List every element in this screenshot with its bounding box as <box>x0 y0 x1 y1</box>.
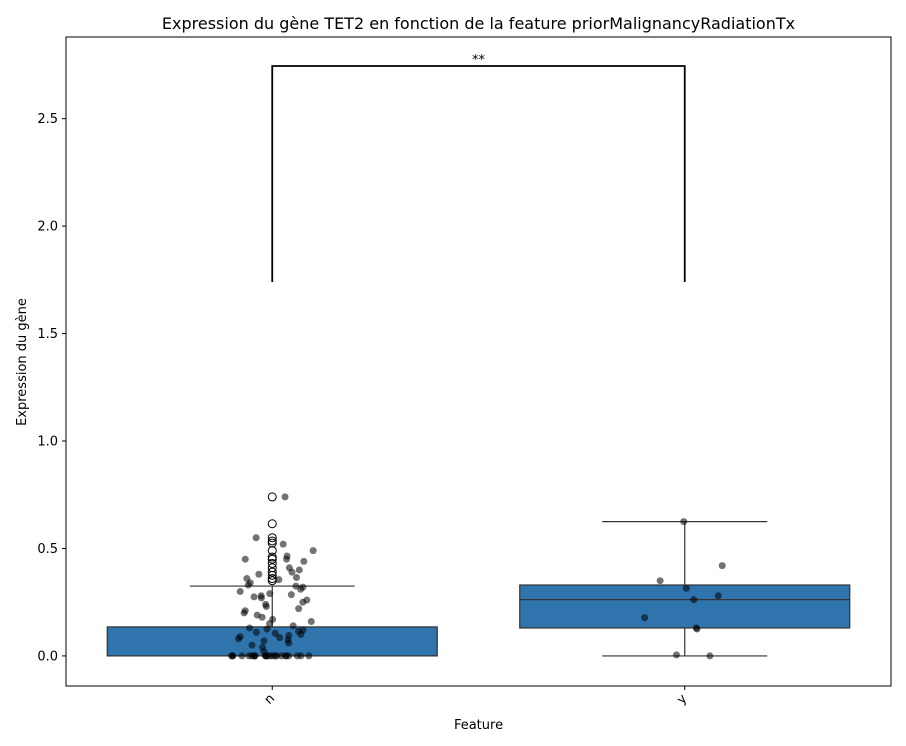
strip-point <box>288 568 296 576</box>
strip-point <box>305 652 313 660</box>
box-outlier <box>267 519 277 529</box>
y-tick-label: 2.0 <box>37 220 58 235</box>
strip-point <box>307 618 315 626</box>
x-axis-label: Feature <box>454 718 503 733</box>
strip-point <box>299 598 307 606</box>
strip-point <box>264 652 272 660</box>
strip-point <box>672 651 680 659</box>
strip-point <box>229 652 237 660</box>
strip-point <box>248 641 256 649</box>
strip-point <box>276 634 284 642</box>
box-outlier <box>267 567 277 577</box>
box-outlier <box>267 546 277 556</box>
box-outlier <box>267 536 277 546</box>
strip-point <box>714 592 722 600</box>
strip-point <box>235 635 243 643</box>
strip-point <box>281 493 289 501</box>
strip-point <box>682 584 690 592</box>
strip-point <box>240 609 248 617</box>
y-tick-label: 1.5 <box>37 327 58 342</box>
strip-point <box>690 596 698 604</box>
strip-point <box>266 590 274 598</box>
strip-point <box>287 591 295 599</box>
strip-point <box>245 652 253 660</box>
strip-point <box>283 555 291 563</box>
strip-point <box>641 614 649 622</box>
strip-point <box>297 585 305 593</box>
strip-point <box>263 625 271 633</box>
strip-point <box>251 652 259 660</box>
strip-point <box>300 557 308 565</box>
strip-point <box>282 652 290 660</box>
strip-point <box>255 570 263 578</box>
strip-point <box>269 652 277 660</box>
strip-point <box>250 593 258 601</box>
strip-point <box>244 581 252 589</box>
strip-point <box>309 547 317 555</box>
strip-point <box>285 639 293 647</box>
strip-point <box>262 602 270 610</box>
strip-point <box>279 540 287 548</box>
strip-point <box>693 625 701 633</box>
strip-point <box>680 518 688 526</box>
strip-point <box>297 652 305 660</box>
strip-point <box>258 613 266 621</box>
significance-bracket <box>271 65 686 282</box>
box-outlier <box>267 559 277 569</box>
plot-marks: 0.0 0.5 1.0 1.5 2.0 2.5 n y ** <box>37 53 851 708</box>
strip-point <box>252 534 260 542</box>
strip-point <box>266 620 274 628</box>
strip-point <box>718 562 726 570</box>
box-outlier <box>267 492 277 502</box>
significance-label: ** <box>472 53 486 68</box>
strip-point <box>295 605 303 613</box>
box-outlier <box>267 554 277 564</box>
box-outlier <box>267 552 277 562</box>
strip-point <box>271 629 279 637</box>
strip-point <box>252 628 260 636</box>
y-tick-label: 0.5 <box>37 542 58 557</box>
chart-title: Expression du gène TET2 en fonction de l… <box>162 14 795 33</box>
strip-point <box>257 594 265 602</box>
strip-point <box>260 637 268 645</box>
box-outlier <box>267 570 277 580</box>
x-tick-label: n <box>262 691 278 707</box>
strip-point <box>236 587 244 595</box>
box-outlier <box>267 533 277 543</box>
strip-point <box>656 577 664 585</box>
y-tick-label: 0.0 <box>37 649 58 664</box>
strip-point <box>241 555 249 563</box>
box-body <box>106 626 438 657</box>
strip-point <box>246 624 254 632</box>
plot-area-frame <box>65 36 892 687</box>
strip-point <box>295 566 303 574</box>
strip-point <box>289 622 297 630</box>
strip-point <box>297 630 305 638</box>
x-tick-label: y <box>674 691 690 707</box>
box-body <box>519 584 851 629</box>
strip-point <box>275 576 283 584</box>
strip-point <box>706 652 714 660</box>
y-tick-label: 2.5 <box>37 112 58 127</box>
strip-point <box>238 652 246 660</box>
strip-point <box>292 573 300 581</box>
y-tick-label: 1.0 <box>37 435 58 450</box>
y-axis-label: Expression du gène <box>15 298 30 426</box>
